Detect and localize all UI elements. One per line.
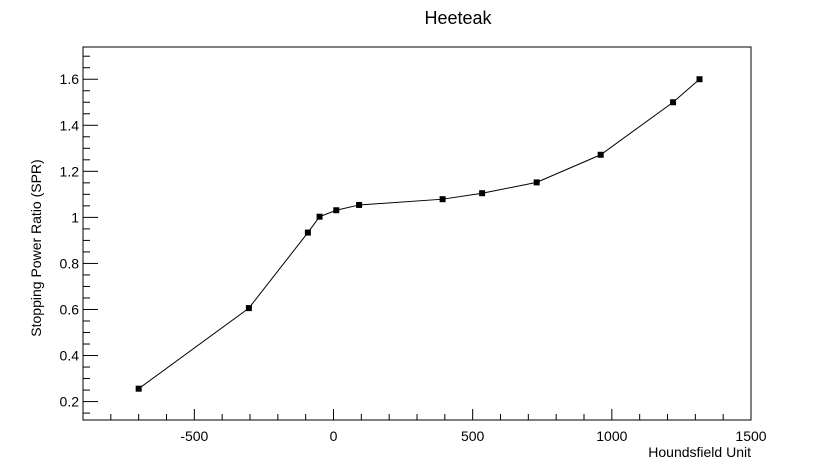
y-tick-label: 0.2 <box>60 394 80 410</box>
data-point <box>356 201 363 208</box>
x-tick-label: 1000 <box>596 428 627 444</box>
data-point <box>304 229 311 236</box>
x-tick-label: -500 <box>180 428 208 444</box>
x-tick-label: 500 <box>461 428 485 444</box>
data-point <box>439 196 446 203</box>
y-axis-label: Stopping Power Ratio (SPR) <box>28 159 44 336</box>
y-tick-label: 1 <box>71 209 79 225</box>
plot-frame <box>82 46 752 421</box>
data-point <box>333 207 340 214</box>
series-line <box>138 78 700 390</box>
data-point <box>696 76 703 83</box>
data-point <box>135 385 142 392</box>
data-point <box>316 213 323 220</box>
data-point <box>479 190 486 197</box>
data-point <box>670 99 677 106</box>
y-tick-label: 1.4 <box>60 117 80 133</box>
y-tick-label: 0.6 <box>60 301 80 317</box>
data-point <box>245 305 252 312</box>
chart-title: Heeteak <box>424 8 492 28</box>
x-tick-label: 1500 <box>735 428 766 444</box>
x-axis-ticks: -500 0 500 1000 1500 <box>82 409 767 444</box>
y-tick-label: 0.8 <box>60 255 80 271</box>
series-group <box>135 76 703 392</box>
y-tick-label: 1.2 <box>60 163 80 179</box>
y-axis-ticks: 0.2 0.4 0.6 0.8 1 1.2 1.4 1.6 <box>60 55 98 414</box>
x-axis-label: Houndsfield Unit <box>648 444 751 460</box>
data-point <box>533 179 540 186</box>
y-tick-label: 1.6 <box>60 71 80 87</box>
data-point <box>597 151 604 158</box>
y-tick-label: 0.4 <box>60 348 80 364</box>
x-tick-label: 0 <box>330 428 338 444</box>
